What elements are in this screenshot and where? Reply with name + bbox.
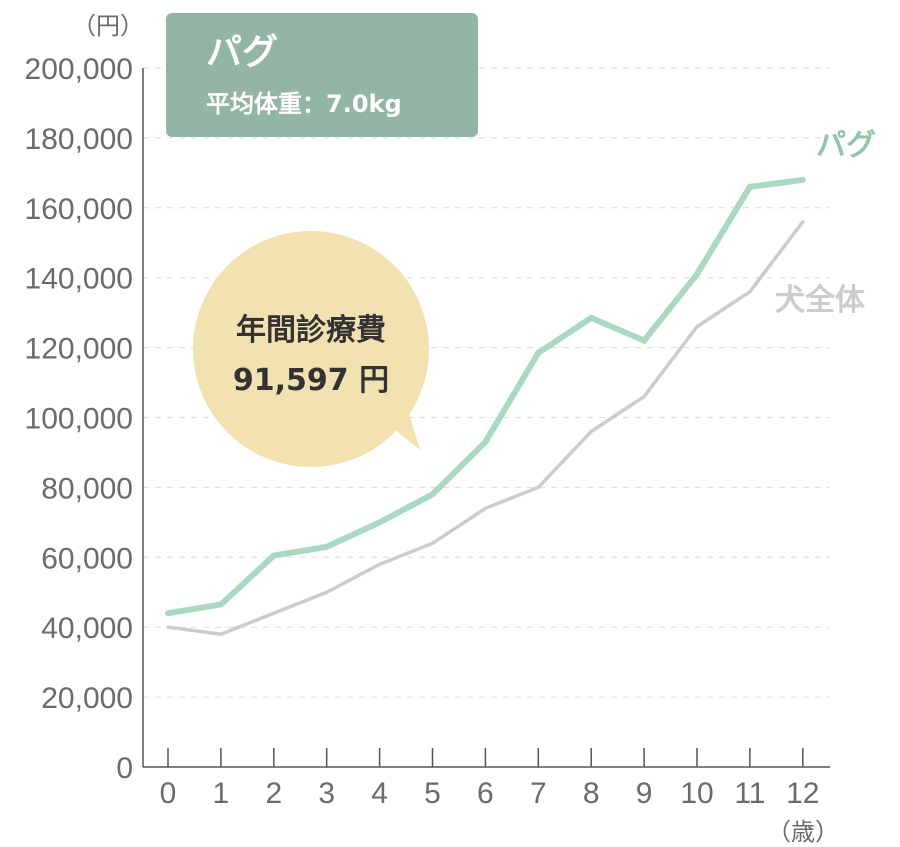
bubble-tail: [388, 400, 420, 450]
x-tick-label: 7: [530, 777, 547, 810]
chart-subtitle: 平均体重：7.0kg: [206, 90, 402, 118]
series-lines: [165, 176, 806, 636]
bubble-circle: [193, 231, 429, 467]
x-tick-label: 10: [680, 777, 713, 810]
y-tick-label: 60,000: [41, 542, 133, 575]
series-line-pug: [165, 176, 806, 617]
y-tick-label: 40,000: [41, 612, 133, 645]
x-tick-label: 5: [424, 777, 441, 810]
y-tick-label: 100,000: [25, 403, 133, 436]
x-tick-label: 9: [636, 777, 653, 810]
x-tick-label: 2: [265, 777, 282, 810]
x-tick-label: 8: [583, 777, 600, 810]
x-unit-label: （歳）: [767, 818, 839, 846]
x-tick-label: 11: [734, 777, 765, 810]
annotation-label: 年間診療費: [236, 313, 386, 348]
annotation-value: 91,597 円: [233, 363, 389, 398]
y-tick-label: 20,000: [41, 682, 133, 715]
y-tick-label: 0: [116, 752, 133, 785]
y-tick-label: 120,000: [25, 333, 133, 366]
x-tick-label: 3: [318, 777, 335, 810]
annotation-bubble: 年間診療費 91,597 円: [193, 231, 429, 467]
y-tick-label: 140,000: [25, 263, 133, 296]
y-tick-label: 180,000: [25, 123, 133, 156]
y-tick-label: 200,000: [25, 53, 133, 86]
series-label-pug: パグ: [816, 128, 876, 163]
x-tick-labels: 0 1 2 3 4 5 6 7 8 9 10 11 12: [160, 748, 819, 810]
y-unit-label: （円）: [72, 12, 144, 40]
x-tick-label: 0: [160, 777, 177, 810]
y-tick-label: 160,000: [25, 193, 133, 226]
x-tick-label: 6: [477, 777, 494, 810]
x-tick-label: 4: [371, 777, 388, 810]
chart-title: パグ: [206, 32, 278, 73]
title-box: パグ 平均体重：7.0kg: [166, 13, 478, 137]
axes: [142, 68, 830, 768]
y-tick-labels: 0 20,000 40,000 60,000 80,000 100,000 120,000 1…: [25, 53, 133, 785]
title-box-background: [166, 13, 478, 137]
series-label-all-dogs: 犬全体: [775, 283, 866, 318]
x-tick-label: 1: [213, 777, 230, 810]
y-tick-label: 80,000: [41, 472, 133, 505]
series-line-all-dogs: [166, 220, 805, 636]
x-tick-label: 12: [786, 777, 819, 810]
